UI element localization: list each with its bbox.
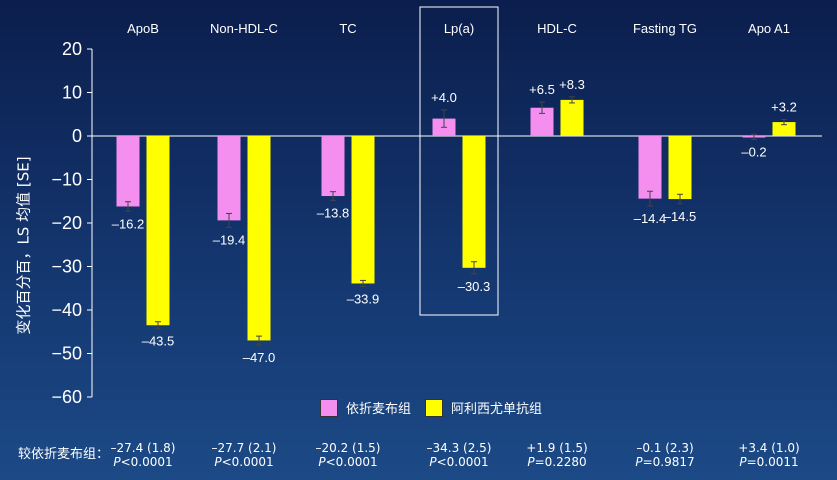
bar-ezetimibe <box>321 136 345 197</box>
comparison-diff: –0.1 (2.3) <box>636 441 694 455</box>
bar-ezetimibe <box>638 136 662 199</box>
legend-item-alirocumab: 阿利西尤单抗组 <box>425 398 542 417</box>
y-tick-label: −60 <box>51 387 82 407</box>
comparison-diff: –34.3 (2.5) <box>426 441 492 455</box>
bar-chart: 20 10 0 −10 −20 −30 −40 −50 −60 ApoB Non-HDL-C TC Lp… <box>51 6 797 407</box>
category-label: HDL-C <box>537 21 577 36</box>
data-label: –19.4 <box>213 232 246 247</box>
category-label: Non-HDL-C <box>210 21 278 36</box>
data-label: +8.3 <box>559 77 585 92</box>
bar-ezetimibe <box>116 136 140 207</box>
comparison-stat: +1.9 (1.5) P=0.2280 <box>502 441 612 469</box>
data-label: –47.0 <box>243 350 276 365</box>
y-tick-label: 20 <box>62 39 82 59</box>
comparison-p-value: P=0.0011 <box>739 455 799 469</box>
comparison-p-value: P=0.9817 <box>635 455 695 469</box>
comparison-p-value: P<0.0001 <box>113 455 173 469</box>
comparison-p-value: P<0.0001 <box>429 455 489 469</box>
category-label: Apo A1 <box>748 21 790 36</box>
comparison-p-value: P=0.2280 <box>527 455 587 469</box>
comparison-p-value: P<0.0001 <box>318 455 378 469</box>
y-tick-label: −10 <box>51 170 82 190</box>
comparison-diff: –27.4 (1.8) <box>110 441 176 455</box>
legend-label-alirocumab: 阿利西尤单抗组 <box>451 402 543 417</box>
category-label: Fasting TG <box>633 21 697 36</box>
data-label: –33.9 <box>347 292 380 307</box>
comparison-stat: +3.4 (1.0) P=0.0011 <box>714 441 824 469</box>
bar-alirocumab <box>560 99 584 136</box>
y-axis-title-text: 变化百分百，LS 均值 [SE] <box>14 155 33 335</box>
data-label: –14.5 <box>664 209 697 224</box>
legend-item-ezetimibe: 依折麦布组 <box>320 398 411 417</box>
comparison-p-value: P<0.0001 <box>214 455 274 469</box>
data-label: –14.4 <box>634 211 667 226</box>
comparison-stat: –20.2 (1.5) P<0.0001 <box>293 441 403 469</box>
bar-ezetimibe <box>530 107 554 136</box>
category-label: ApoB <box>127 21 159 36</box>
y-tick-label: −40 <box>51 300 82 320</box>
data-label: +3.2 <box>771 99 797 114</box>
legend-swatch-ezetimibe <box>320 398 338 417</box>
comparison-diff: –20.2 (1.5) <box>315 441 381 455</box>
comparison-diff: +3.4 (1.0) <box>738 441 800 455</box>
legend-label-ezetimibe: 依折麦布组 <box>346 402 412 417</box>
data-label: +6.5 <box>529 82 555 97</box>
comparison-stat: –27.7 (2.1) P<0.0001 <box>189 441 299 469</box>
bar-alirocumab <box>351 136 375 284</box>
data-label: –30.3 <box>458 279 491 294</box>
bar-alirocumab <box>146 136 170 326</box>
y-tick-label: 0 <box>72 126 82 146</box>
bar-alirocumab <box>772 122 796 136</box>
comparison-diff: –27.7 (2.1) <box>211 441 277 455</box>
bar-alirocumab <box>247 136 271 341</box>
legend-swatch-alirocumab <box>425 398 444 417</box>
category-label: Lp(a) <box>444 21 474 36</box>
bar-alirocumab <box>462 136 486 268</box>
highlight-box-lpa <box>419 6 499 316</box>
comparison-stat: –27.4 (1.8) P<0.0001 <box>88 441 198 469</box>
data-label: –0.2 <box>741 144 766 159</box>
y-tick-label: −20 <box>51 213 82 233</box>
y-tick-label: −50 <box>51 344 82 364</box>
data-label: –13.8 <box>317 205 350 220</box>
comparison-row-label: 较依折麦布组： <box>18 447 110 462</box>
data-label: +4.0 <box>431 90 457 105</box>
category-label: TC <box>339 21 356 36</box>
y-axis-title: 变化百分百，LS 均值 [SE] <box>8 145 38 345</box>
y-tick-label: −30 <box>51 257 82 277</box>
legend: 依折麦布组 阿利西尤单抗组 <box>320 398 542 417</box>
data-label: –43.5 <box>142 334 175 349</box>
data-label: –16.2 <box>112 216 145 231</box>
bar-alirocumab <box>668 136 692 200</box>
comparison-stat: –34.3 (2.5) P<0.0001 <box>404 441 514 469</box>
comparison-diff: +1.9 (1.5) <box>526 441 588 455</box>
comparison-stat: –0.1 (2.3) P=0.9817 <box>610 441 720 469</box>
y-tick-label: 10 <box>62 83 82 103</box>
bar-ezetimibe <box>217 136 241 221</box>
